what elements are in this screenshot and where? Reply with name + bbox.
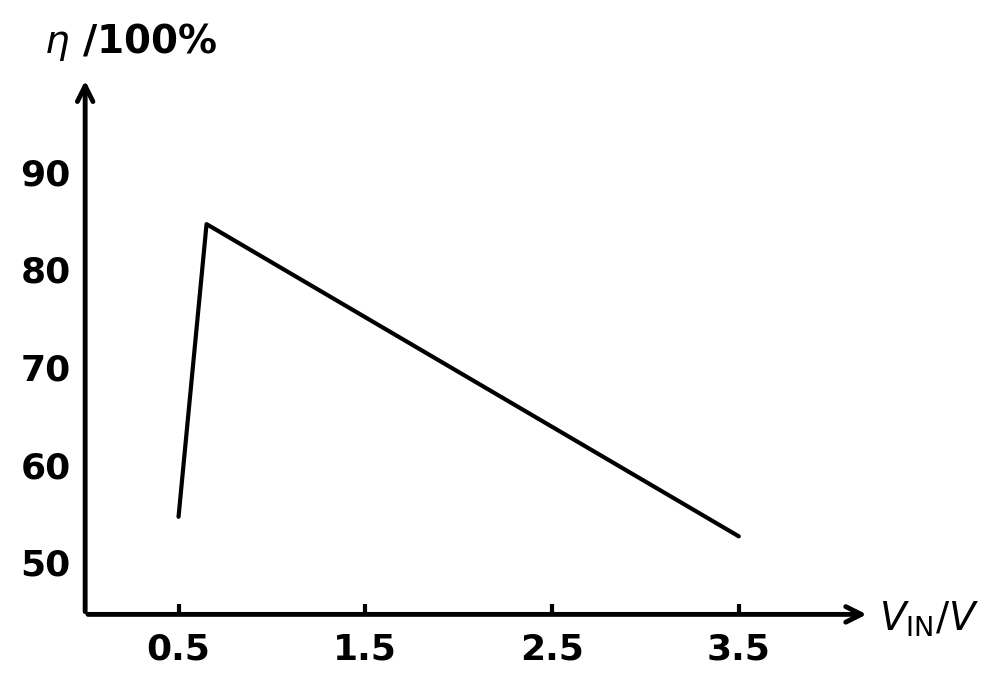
Text: $\eta$ /100%: $\eta$ /100% [44, 21, 217, 63]
Text: $V_{\rm IN}$$/V$: $V_{\rm IN}$$/V$ [879, 600, 979, 639]
Text: 60: 60 [20, 451, 71, 485]
Text: 0.5: 0.5 [147, 633, 210, 666]
Text: 1.5: 1.5 [333, 633, 397, 666]
Text: 80: 80 [20, 256, 71, 290]
Text: 50: 50 [20, 549, 71, 583]
Text: 70: 70 [20, 354, 71, 387]
Text: 3.5: 3.5 [707, 633, 771, 666]
Text: 2.5: 2.5 [520, 633, 584, 666]
Text: 90: 90 [20, 158, 71, 192]
